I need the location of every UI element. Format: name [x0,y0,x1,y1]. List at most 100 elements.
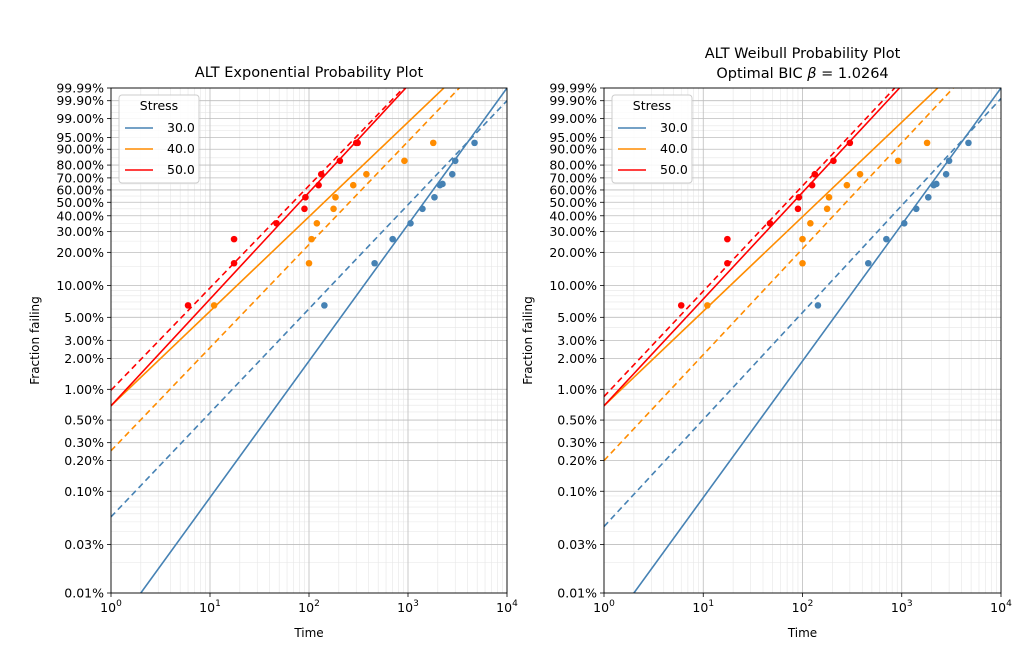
y-tick-label: 99.00% [549,111,597,126]
y-tick-label: 90.00% [549,142,597,157]
subtitle-value: = 1.0264 [817,66,889,82]
data-point-30.0 [451,157,459,165]
legend-box [118,94,200,184]
x-tick-base: 10 [199,600,215,615]
x-tick-label: 102 [792,599,814,615]
x-tick-base: 10 [397,600,413,615]
exponential-probability-plot: 0.01% 0.03% 0.10% 0.20% 0.30% 0.50% 1.00% 2.00%… [28,65,518,640]
weibull-probability-plot: 0.01% 0.03% 0.10% 0.20% 0.30% 0.50% 1.00% 2.00%… [521,46,1012,640]
y-tick-label: 0.01% [557,586,597,601]
x-tick-exponent: 2 [314,599,320,609]
x-tick-base: 10 [496,600,512,615]
y-tick-labels: 0.01% 0.03% 0.10% 0.20% 0.30% 0.50% 1.00% 2.00%… [56,81,111,601]
y-tick-label: 20.00% [56,245,104,260]
x-tick-exponent: 2 [808,599,814,609]
data-point-30.0 [471,139,478,147]
y-tick-label: 0.01% [64,586,104,601]
x-tick-label: 103 [891,599,913,615]
data-point-40.0 [799,259,806,267]
data-point-30.0 [924,193,932,201]
data-point-50.0 [846,139,854,147]
data-point-30.0 [407,219,414,227]
y-tick-label: 1.00% [64,382,104,397]
subtitle-text: Optimal BIC [716,66,807,82]
y-tick-label: 90.00% [56,142,104,157]
x-tick-base: 10 [891,600,907,615]
y-tick-label: 0.10% [557,484,597,499]
data-point-30.0 [912,205,920,213]
data-point-50.0 [301,205,308,213]
data-point-40.0 [401,157,408,165]
data-point-50.0 [724,259,731,267]
data-point-50.0 [354,139,361,147]
x-tick-label: 103 [397,599,419,615]
y-tick-label: 30.00% [549,224,597,239]
data-point-50.0 [794,205,802,213]
x-tick-exponent: 3 [413,599,419,609]
data-point-40.0 [308,235,315,243]
y-tick-label: 5.00% [557,310,597,325]
data-point-30.0 [371,259,378,267]
x-tick-exponent: 0 [116,599,122,609]
y-tick-label: 10.00% [56,278,104,293]
x-axis-label: Time [293,626,323,640]
beta-symbol: β [806,66,816,82]
x-tick-label: 104 [990,599,1012,615]
data-point-40.0 [363,170,370,178]
data-point-30.0 [883,235,890,243]
legend-label: 30.0 [167,120,195,135]
data-point-50.0 [811,170,819,178]
y-tick-label: 99.00% [56,111,104,126]
y-tick-label: 50.00% [56,195,104,210]
data-point-50.0 [724,235,731,243]
y-tick-label: 0.50% [64,413,104,428]
y-tick-label: 70.00% [549,170,597,185]
data-point-50.0 [184,302,192,309]
data-point-50.0 [230,235,238,243]
y-tick-label: 0.50% [557,413,597,428]
data-point-40.0 [330,205,337,213]
y-tick-label: 2.00% [557,351,597,366]
y-tick-label: 3.00% [557,333,597,348]
individual-fit-line-40.0 [111,88,460,452]
legend-title: Stress [140,98,178,113]
data-point-30.0 [965,139,972,147]
y-tick-labels: 0.01% 0.03% 0.10% 0.20% 0.30% 0.50% 1.00% 2.00%… [549,81,604,601]
x-tick-label: 101 [692,599,714,615]
x-tick-exponent: 3 [907,599,913,609]
chart-title: ALT Exponential Probability Plot [195,65,424,81]
data-point-30.0 [439,180,446,188]
x-tick-labels: 100 101 102 103 104 [593,593,1012,615]
y-tick-label: 60.00% [56,182,104,197]
data-point-50.0 [766,219,774,227]
data-point-40.0 [210,302,218,309]
x-tick-label: 100 [593,599,615,615]
data-point-40.0 [349,181,357,189]
individual-fit-line-30.0 [604,97,1001,528]
individual-fit-line-50.0 [604,88,896,398]
data-point-50.0 [830,157,837,165]
data-point-30.0 [900,219,908,227]
y-tick-label: 80.00% [549,158,597,173]
x-tick-base: 10 [692,600,708,615]
legend-label: 50.0 [167,162,195,177]
legend-box [611,94,693,184]
y-tick-label: 40.00% [549,208,597,223]
data-point-40.0 [894,157,902,165]
data-point-30.0 [814,302,822,309]
x-tick-base: 10 [990,600,1006,615]
y-tick-label: 20.00% [549,245,597,260]
y-tick-label: 99.99% [549,81,597,96]
y-tick-label: 5.00% [64,310,104,325]
data-point-30.0 [864,259,872,267]
data-point-30.0 [419,205,426,213]
data-point-40.0 [923,139,931,147]
chart-title: ALT Weibull Probability Plot [705,46,901,62]
data-point-30.0 [389,235,396,243]
chart-subtitle: Optimal BIC β = 1.0264 [716,66,888,82]
y-tick-label: 10.00% [549,278,597,293]
data-point-30.0 [448,170,456,178]
data-point-50.0 [315,181,322,189]
y-tick-label: 40.00% [56,208,104,223]
y-axis-label: Fraction failing [521,296,535,385]
